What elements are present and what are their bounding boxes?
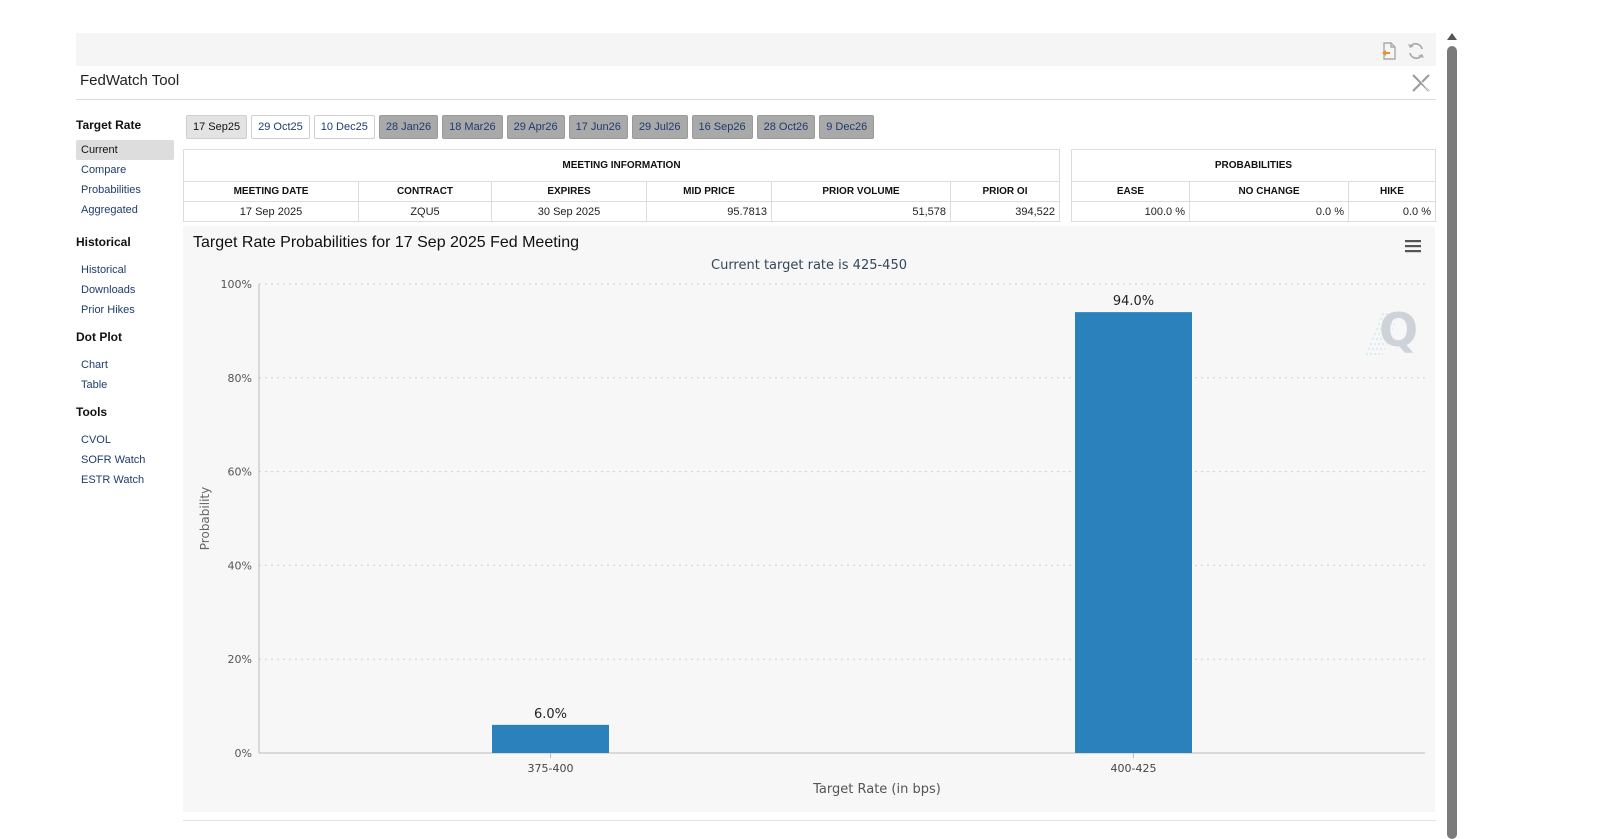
tab-29-jul26[interactable]: 29 Jul26: [631, 115, 688, 139]
table-cell-prior-volume: 51,578: [771, 201, 951, 222]
chart-subtitle: Current target rate is 425-450: [711, 258, 907, 273]
probabilities-table: PROBABILITIES EASE NO CHANGE HIKE 100.0 …: [1071, 149, 1436, 222]
tab-10-dec25[interactable]: 10 Dec25: [313, 115, 375, 139]
column-header: EASE: [1071, 181, 1190, 202]
sidebar-item-current[interactable]: Current: [76, 140, 174, 160]
tab-28-oct26[interactable]: 28 Oct26: [756, 115, 816, 139]
sidebar-item-estr-watch[interactable]: ESTR Watch: [81, 474, 145, 486]
sidebar-item-prior-hikes[interactable]: Prior Hikes: [81, 304, 135, 316]
sidebar-item-compare[interactable]: Compare: [81, 164, 127, 176]
meeting-date-tabs: 17 Sep25 29 Oct25 10 Dec25 28 Jan26 18 M…: [186, 115, 875, 139]
tab-9-dec26[interactable]: 9 Dec26: [819, 115, 875, 139]
bar-400-425: [1075, 312, 1192, 753]
q-watermark-logo: Q: [1366, 303, 1418, 357]
x-axis-title: Target Rate (in bps): [812, 782, 941, 797]
tab-28-jan26[interactable]: 28 Jan26: [378, 115, 439, 139]
chart-title: Target Rate Probabilities for 17 Sep 202…: [193, 234, 580, 251]
header-divider: [76, 99, 1436, 100]
y-tick-label: 60%: [228, 466, 252, 479]
meeting-information-table: MEETING INFORMATION MEETING DATE CONTRAC…: [183, 149, 1060, 222]
column-header: EXPIRES: [491, 181, 647, 202]
table-cell-ease: 100.0 %: [1071, 201, 1190, 222]
column-header: NO CHANGE: [1189, 181, 1349, 202]
table-cell-prior-oi: 394,522: [950, 201, 1060, 222]
sidebar-item-sofr-watch[interactable]: SOFR Watch: [81, 454, 146, 466]
table-caption: MEETING INFORMATION: [183, 149, 1060, 182]
probability-bar-chart: Q 0% 20% 40% 60% 80% 100% 6.0% 375-400 94.0% 400-4…: [198, 278, 1425, 797]
tab-17-sep25[interactable]: 17 Sep25: [186, 115, 248, 139]
table-cell-contract: ZQU5: [358, 201, 492, 222]
data-label: 6.0%: [534, 707, 567, 722]
column-header: CONTRACT: [358, 181, 492, 202]
svg-text:Q: Q: [1379, 303, 1418, 357]
page-title: FedWatch Tool: [80, 72, 180, 89]
sidebar-section-title: Dot Plot: [76, 330, 122, 344]
bar-375-400: [492, 724, 609, 753]
panel-bottom-divider: [183, 820, 1436, 821]
data-label: 94.0%: [1113, 294, 1154, 309]
sidebar-section-dot-plot: Dot Plot Chart Table: [76, 330, 174, 395]
table-cell-hike: 0.0 %: [1348, 201, 1436, 222]
table-row: 17 Sep 2025 ZQU5 30 Sep 2025 95.7813 51,…: [183, 201, 1060, 222]
y-tick-label: 100%: [221, 278, 252, 291]
toolbar-strip: [76, 33, 1436, 66]
table-cell-meeting-date: 17 Sep 2025: [183, 201, 359, 222]
y-tick-label: 80%: [228, 372, 252, 385]
tab-29-oct25[interactable]: 29 Oct25: [251, 115, 310, 139]
hamburger-menu-icon[interactable]: [1404, 239, 1422, 253]
sidebar-section-historical: Historical Historical Downloads Prior Hi…: [76, 235, 174, 320]
sidebar-section-title: Target Rate: [76, 118, 142, 132]
column-header: HIKE: [1348, 181, 1436, 202]
y-axis-title: Probability: [198, 487, 212, 550]
table-cell-no-change: 0.0 %: [1189, 201, 1349, 222]
y-tick-label: 40%: [228, 559, 252, 572]
scrollbar-thumb[interactable]: [1447, 46, 1457, 839]
sidebar-item-downloads[interactable]: Downloads: [81, 284, 136, 296]
sidebar: Target Rate Current Compare Probabilitie…: [76, 118, 174, 490]
sidebar-section-title: Historical: [76, 235, 131, 249]
sidebar-section-tools: Tools CVOL SOFR Watch ESTR Watch: [76, 405, 174, 490]
sidebar-item-cvol[interactable]: CVOL: [81, 434, 111, 446]
refresh-icon[interactable]: [1406, 41, 1426, 61]
scrollbar-up-arrow[interactable]: [1447, 33, 1457, 40]
table-cell-expires: 30 Sep 2025: [491, 201, 647, 222]
chart-panel: Q 0% 20% 40% 60% 80% 100% 6.0% 375-400 94.0% 400-4…: [183, 226, 1435, 812]
tab-17-jun26[interactable]: 17 Jun26: [568, 115, 628, 139]
sidebar-item-chart[interactable]: Chart: [81, 359, 108, 371]
column-header: PRIOR VOLUME: [771, 181, 951, 202]
table-cell-mid-price: 95.7813: [646, 201, 772, 222]
export-file-icon[interactable]: [1379, 41, 1399, 61]
table-row: 100.0 % 0.0 % 0.0 %: [1071, 201, 1436, 222]
column-header: MEETING DATE: [183, 181, 359, 202]
column-header: MID PRICE: [646, 181, 772, 202]
sidebar-item-probabilities[interactable]: Probabilities: [81, 184, 141, 196]
tab-18-mar26[interactable]: 18 Mar26: [442, 115, 503, 139]
x-tick-label: 400-425: [1111, 762, 1157, 775]
tab-29-apr26[interactable]: 29 Apr26: [506, 115, 565, 139]
y-tick-label: 0%: [235, 747, 252, 760]
sidebar-section-target-rate: Target Rate Current Compare Probabilitie…: [76, 118, 174, 220]
column-header: PRIOR OI: [950, 181, 1060, 202]
x-tick-label: 375-400: [528, 762, 574, 775]
y-tick-label: 20%: [228, 653, 252, 666]
sidebar-item-aggregated[interactable]: Aggregated: [81, 204, 138, 216]
sidebar-item-historical[interactable]: Historical: [81, 264, 127, 276]
table-caption: PROBABILITIES: [1071, 149, 1436, 182]
tab-16-sep26[interactable]: 16 Sep26: [691, 115, 753, 139]
x-logo-icon[interactable]: [1411, 73, 1431, 93]
sidebar-item-table[interactable]: Table: [81, 379, 108, 391]
sidebar-section-title: Tools: [76, 405, 108, 419]
